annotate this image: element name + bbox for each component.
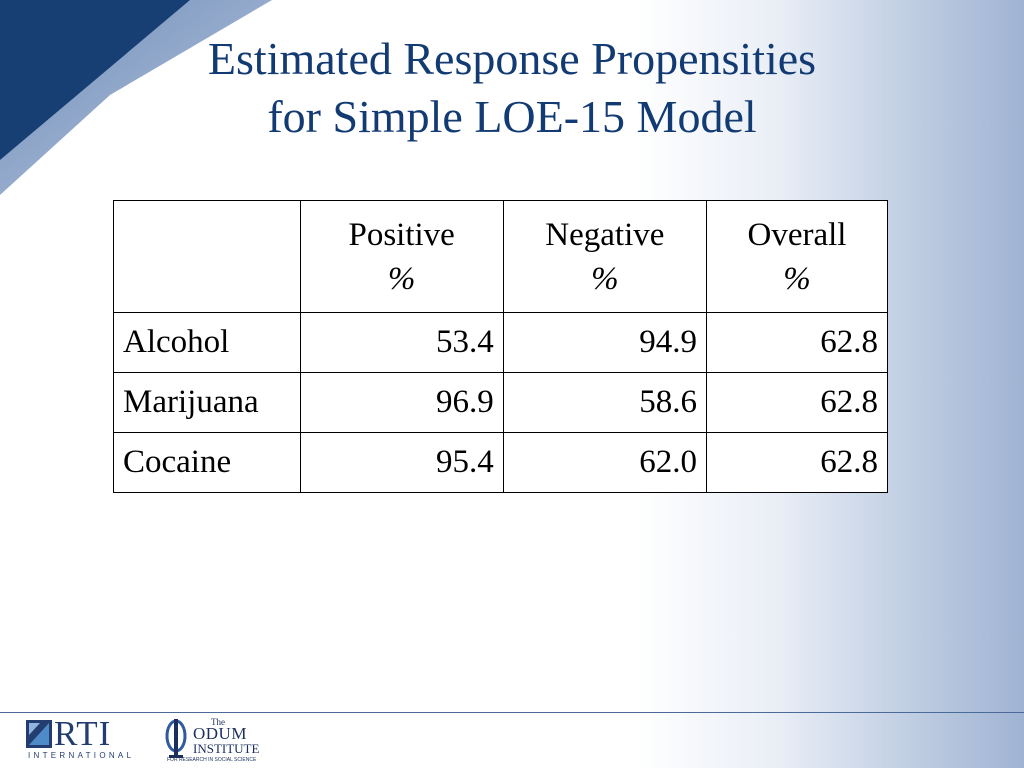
header-cell-empty <box>113 200 301 313</box>
table-row-cocaine: Cocaine 95.4 62.0 62.8 <box>113 432 889 493</box>
header-unit-negative: % <box>591 261 619 297</box>
row-label: Marijuana <box>113 372 301 433</box>
row-label: Cocaine <box>113 432 301 493</box>
odum-logo-institute: INSTITUTE <box>193 741 260 756</box>
table-row-marijuana: Marijuana 96.9 58.6 62.8 <box>113 372 889 433</box>
cell-overall: 62.8 <box>705 312 889 373</box>
odum-logo-the: The <box>211 717 225 727</box>
header-label-overall: Overall <box>747 217 847 253</box>
header-cell-negative: Negative % <box>502 200 707 313</box>
footer-divider <box>0 712 1024 713</box>
header-unit-positive: % <box>387 261 416 297</box>
corner-decoration <box>0 0 272 195</box>
cell-positive: 96.9 <box>299 372 504 433</box>
slide-title-line-1: Estimated Response Propensities <box>207 33 817 84</box>
cell-overall: 62.8 <box>705 372 889 433</box>
cell-positive: 95.4 <box>299 432 504 493</box>
odum-logo: The ODUM INSTITUTE FOR RESEARCH IN SOCIA… <box>163 716 293 764</box>
table-row-alcohol: Alcohol 53.4 94.9 62.8 <box>113 312 889 373</box>
header-cell-positive: Positive % <box>299 200 504 313</box>
rti-logo: RTI INTERNATIONAL <box>26 716 131 762</box>
odum-logo-tagline: FOR RESEARCH IN SOCIAL SCIENCE <box>167 757 257 763</box>
header-label-positive: Positive <box>348 217 455 253</box>
cell-negative: 58.6 <box>502 372 707 433</box>
header-unit-overall: % <box>783 261 811 297</box>
header-label-negative: Negative <box>545 217 665 253</box>
corner-dark-band <box>0 0 190 160</box>
slide-title: Estimated Response Propensities for Simp… <box>0 30 1024 146</box>
rti-logo-text: RTI <box>54 714 112 753</box>
odum-logo-icon <box>165 719 187 758</box>
slide-title-line-2: for Simple LOE-15 Model <box>267 91 757 142</box>
rti-logo-icon <box>26 720 52 748</box>
table-header-row: Positive % Negative % Overall % <box>113 200 889 313</box>
cell-positive: 53.4 <box>299 312 504 373</box>
rti-logo-subtext: INTERNATIONAL <box>28 751 135 760</box>
cell-negative: 62.0 <box>502 432 707 493</box>
propensity-table: Positive % Negative % Overall % Alcohol … <box>113 200 889 493</box>
cell-negative: 94.9 <box>502 312 707 373</box>
row-label: Alcohol <box>113 312 301 373</box>
odum-logo-name: ODUM <box>193 724 247 743</box>
header-cell-overall: Overall % <box>705 200 889 313</box>
cell-overall: 62.8 <box>705 432 889 493</box>
